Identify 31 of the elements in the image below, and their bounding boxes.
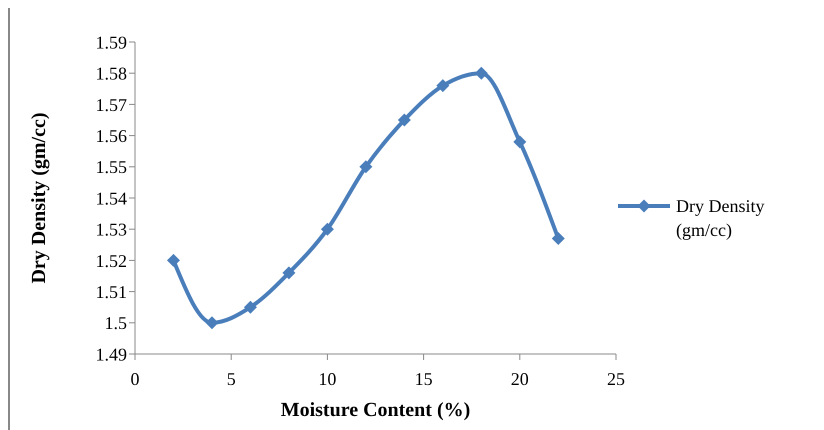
y-tick-label: 1.53 xyxy=(96,220,127,240)
x-tick-label: 10 xyxy=(318,368,336,389)
y-tick-label: 1.58 xyxy=(96,64,127,84)
y-tick-label: 1.54 xyxy=(96,188,127,208)
y-axis-title: Dry Density (gm/cc) xyxy=(28,112,50,284)
x-tick-label: 0 xyxy=(130,368,140,389)
point xyxy=(244,300,257,314)
y-tick-label: 1.56 xyxy=(96,126,127,146)
legend-label: Dry Density (gm/cc) xyxy=(676,195,764,242)
point xyxy=(513,135,526,148)
point xyxy=(359,160,372,174)
y-tick-label: 1.59 xyxy=(96,32,127,52)
point xyxy=(166,254,180,267)
x-axis-title: Moisture Content (%) xyxy=(280,399,470,421)
point xyxy=(436,79,450,92)
x-tick-label: 25 xyxy=(607,368,625,389)
x-tick-label: 5 xyxy=(226,368,236,389)
point xyxy=(398,114,411,126)
y-tick-label: 1.51 xyxy=(96,282,127,302)
y-tick-label: 1.57 xyxy=(96,94,127,115)
y-tick-label: 1.5 xyxy=(104,313,127,334)
point xyxy=(320,222,334,236)
point xyxy=(205,316,218,330)
y-tick-label: 1.52 xyxy=(96,250,127,271)
y-tick-label: 1.49 xyxy=(96,344,127,364)
point xyxy=(474,66,488,80)
y-tick-label: 1.55 xyxy=(96,157,127,178)
point xyxy=(552,232,565,246)
x-tick-label: 15 xyxy=(414,368,433,389)
x-tick-label: 20 xyxy=(510,368,529,389)
point xyxy=(282,266,296,280)
